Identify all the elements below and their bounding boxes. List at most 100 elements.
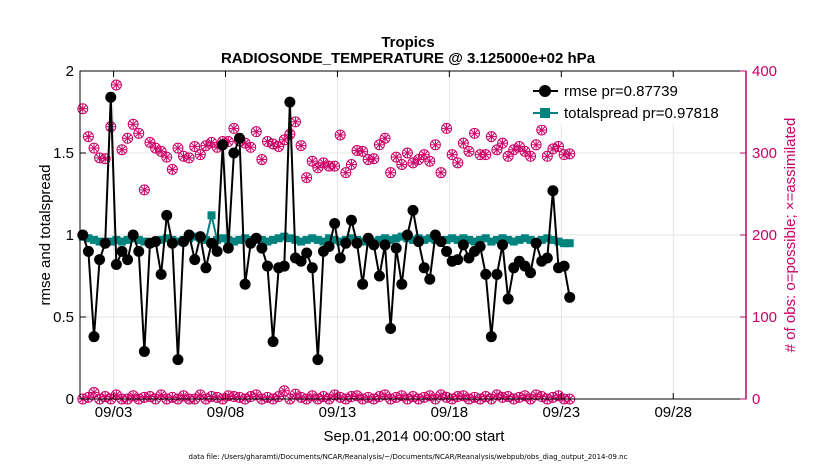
y-right-tick-label: 100 <box>752 309 777 326</box>
y-axis-right-label: # of obs: o=possible; ×=assimilated <box>782 118 799 353</box>
totalspread-point <box>285 234 294 243</box>
rmse-point <box>413 236 425 248</box>
obs-count-point-upper <box>441 122 453 134</box>
obs-count-point-upper <box>301 172 313 184</box>
totalspread-point <box>358 237 367 246</box>
obs-count-point-upper <box>564 148 576 160</box>
totalspread-point <box>375 235 384 244</box>
rmse-point <box>267 336 279 348</box>
rmse-point <box>217 139 229 151</box>
obs-count-point-lower <box>513 391 525 403</box>
obs-count-point-upper <box>497 137 509 149</box>
totalspread-point <box>157 235 166 244</box>
obs-count-point-upper <box>357 145 369 157</box>
rmse-point <box>502 293 514 305</box>
totalspread-point <box>336 237 345 246</box>
obs-count-point-upper <box>480 149 492 161</box>
x-tick-label: 09/28 <box>654 404 692 421</box>
totalspread-point <box>280 232 289 241</box>
totalspread-point <box>515 235 524 244</box>
rmse-point <box>183 229 195 241</box>
obs-count-point-upper <box>116 144 128 156</box>
y-left-tick-label: 1 <box>66 227 74 244</box>
totalspread-point <box>425 234 434 243</box>
obs-count-point-upper <box>194 149 206 161</box>
obs-count-point-upper <box>273 140 285 152</box>
totalspread-point <box>459 234 468 243</box>
rmse-point <box>239 278 251 290</box>
obs-count-point-upper <box>373 139 385 151</box>
obs-count-point-upper <box>228 122 240 134</box>
chart-title: Tropics <box>381 34 434 51</box>
totalspread-point <box>134 235 143 244</box>
rmse-point <box>211 245 223 257</box>
rmse-point <box>390 242 402 254</box>
totalspread-point <box>487 237 496 246</box>
obs-count-point-upper <box>183 152 195 164</box>
x-tick-label: 09/18 <box>431 404 469 421</box>
rmse-point <box>189 254 201 266</box>
obs-count-point-upper <box>150 142 162 154</box>
rmse-point <box>564 291 576 303</box>
rmse-point <box>396 278 408 290</box>
obs-count-point-upper <box>88 142 100 154</box>
rmse-point <box>497 239 509 251</box>
obs-count-point-upper <box>463 145 475 157</box>
totalspread-point <box>140 237 149 246</box>
obs-count-point-lower <box>390 391 402 403</box>
totalspread-point <box>397 232 406 241</box>
y-right-tick-label: 0 <box>752 391 760 408</box>
obs-count-point-upper <box>245 141 257 153</box>
rmse-point <box>373 270 385 282</box>
y-axis-left-label: rmse and totalspread <box>37 165 54 306</box>
x-tick-label: 09/03 <box>95 404 133 421</box>
totalspread-point <box>453 235 462 244</box>
totalspread-point <box>84 234 93 243</box>
rmse-point <box>480 268 492 280</box>
totalspread-point <box>229 237 238 246</box>
obs-count-point-upper <box>407 157 419 169</box>
rmse-point <box>234 132 246 144</box>
rmse-point <box>110 259 122 271</box>
totalspread-point <box>95 237 104 246</box>
totalspread-point <box>330 235 339 244</box>
obs-count-point-upper <box>368 153 380 165</box>
rmse-point <box>172 354 184 366</box>
x-tick-label: 09/08 <box>207 404 245 421</box>
rmse-point <box>474 240 486 252</box>
rmse-series <box>77 91 576 366</box>
totalspread-point <box>464 235 473 244</box>
totalspread-point <box>162 234 171 243</box>
obs-count-point-upper <box>502 150 514 162</box>
y-right-tick-label: 200 <box>752 227 777 244</box>
obs-count-point-lower <box>457 390 469 402</box>
totalspread-point <box>117 237 126 246</box>
totalspread-point <box>207 211 216 220</box>
rmse-point <box>541 252 553 264</box>
obs-count-point-lower <box>424 390 436 402</box>
obs-count-point-upper <box>133 127 145 139</box>
totalspread-point <box>492 235 501 244</box>
rmse-point <box>284 96 296 108</box>
rmse-point <box>301 247 313 259</box>
rmse-point <box>138 345 150 357</box>
rmse-point <box>295 255 307 267</box>
rmse-point <box>94 254 106 266</box>
rmse-point <box>99 237 111 249</box>
totalspread-point <box>560 239 569 248</box>
obs-count-point-upper <box>396 158 408 170</box>
rmse-point <box>312 354 324 366</box>
obs-count-point-lower <box>88 386 100 398</box>
obs-count-point-upper <box>457 137 469 149</box>
totalspread-point <box>235 235 244 244</box>
legend-totalspread-label: totalspread pr=0.97818 <box>564 105 719 122</box>
rmse-point <box>256 242 268 254</box>
obs-count-point-lower <box>407 391 419 403</box>
rmse-point <box>105 91 117 103</box>
rmse-point <box>547 185 559 197</box>
x-tick-label: 09/13 <box>319 404 357 421</box>
y-left-tick-label: 0.5 <box>53 309 74 326</box>
obs-count-point-upper <box>172 142 184 154</box>
rmse-point <box>368 239 380 251</box>
y-left-tick-label: 2 <box>66 63 74 80</box>
